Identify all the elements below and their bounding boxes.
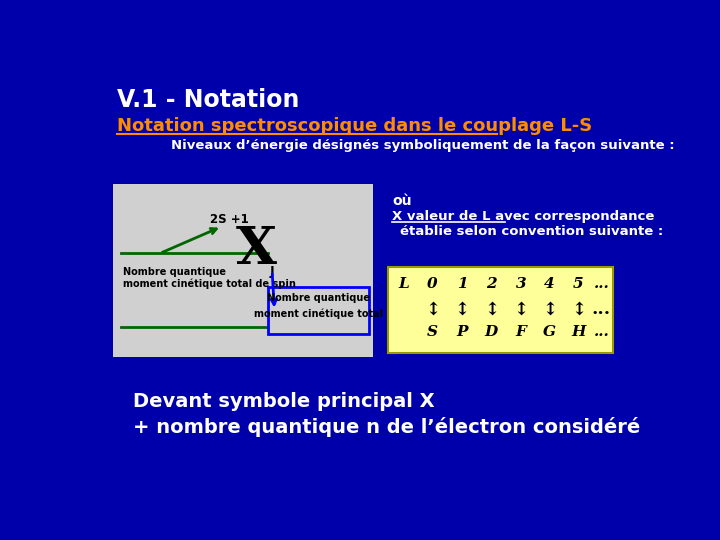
Text: ↕: ↕ [484,300,499,319]
Text: X valeur de L avec correspondance: X valeur de L avec correspondance [392,210,654,222]
Text: D: D [485,325,498,339]
Text: V.1 - Notation: V.1 - Notation [117,88,300,112]
Text: ↕: ↕ [542,300,557,319]
Text: ↕: ↕ [425,300,440,319]
Text: 1: 1 [456,278,467,291]
Text: P: P [456,325,468,339]
Text: ...: ... [592,300,611,319]
Bar [388,267,613,353]
Text: Nombre quantique: Nombre quantique [122,267,225,278]
Text: S: S [427,325,438,339]
Text: 3: 3 [516,278,526,291]
Text: ...: ... [593,325,609,339]
Text: Notation spectroscopique dans le couplage L-S: Notation spectroscopique dans le couplag… [117,117,593,135]
Bar [269,287,369,334]
Text: G: G [543,325,556,339]
Text: 0: 0 [427,278,438,291]
Text: établie selon convention suivante :: établie selon convention suivante : [400,225,663,238]
Text: 2: 2 [486,278,497,291]
Text: Devant symbole principal X: Devant symbole principal X [132,392,434,411]
Text: Niveaux d’énergie désignés symboliquement de la façon suivante :: Niveaux d’énergie désignés symboliquemen… [171,139,675,152]
Text: 5: 5 [573,278,584,291]
Text: ...: ... [593,278,609,291]
Text: Nombre quantique: Nombre quantique [267,293,370,303]
Bar [113,184,373,357]
Text: ↕: ↕ [513,300,528,319]
Text: ↕: ↕ [454,300,469,319]
Text: moment cinétique total: moment cinétique total [254,308,383,319]
Text: + nombre quantique n de l’électron considéré: + nombre quantique n de l’électron consi… [132,417,640,437]
Text: X: X [236,224,277,275]
Text: où: où [392,194,412,208]
Text: L: L [398,278,409,291]
Text: ↕: ↕ [571,300,586,319]
Text: H: H [571,325,585,339]
Text: moment cinétique total de spin: moment cinétique total de spin [122,278,295,288]
Text: 4: 4 [544,278,555,291]
Text: 2S +1: 2S +1 [210,213,249,226]
Text: F: F [516,325,526,339]
Text: J: J [270,265,274,278]
